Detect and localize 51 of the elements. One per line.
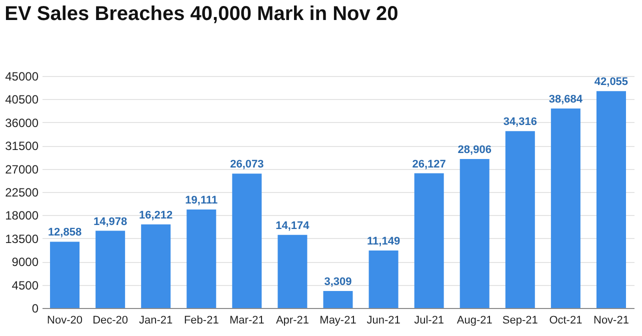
data-label: 28,906 — [458, 144, 492, 156]
x-tick-label: Nov-21 — [593, 314, 629, 326]
bar — [596, 91, 626, 308]
x-tick-label: Jan-21 — [139, 314, 173, 326]
x-tick-label: Mar-21 — [230, 314, 264, 326]
y-tick-label: 40500 — [5, 92, 39, 107]
y-tick-label: 27000 — [5, 162, 39, 176]
x-tick-label: Apr-21 — [276, 314, 309, 326]
x-tick-label: Aug-21 — [456, 314, 492, 326]
bar — [50, 242, 80, 308]
data-label: 12,858 — [48, 226, 82, 239]
x-tick-label: Nov-20 — [47, 314, 83, 326]
data-label: 16,212 — [139, 209, 173, 222]
y-tick-label: 31500 — [5, 139, 39, 154]
y-tick-label: 0 — [32, 302, 39, 316]
bar — [186, 209, 216, 308]
x-tick-label: Dec-20 — [92, 314, 128, 326]
x-tick-label: Sep-21 — [502, 314, 538, 326]
bar — [505, 131, 535, 308]
bar — [414, 173, 444, 308]
bar — [460, 158, 490, 308]
data-label: 14,174 — [276, 220, 310, 232]
x-tick-label: May-21 — [320, 314, 356, 326]
x-tick-label: Feb-21 — [184, 314, 219, 326]
bar — [141, 224, 171, 308]
y-tick-label: 22500 — [5, 186, 39, 200]
y-tick-label: 13500 — [5, 232, 39, 246]
bar — [323, 290, 353, 308]
data-label: 11,149 — [367, 236, 400, 248]
x-tick-label: Jun-21 — [366, 314, 400, 326]
chart-title: EV Sales Breaches 40,000 Mark in Nov 20 — [4, 3, 398, 25]
data-label: 19,111 — [185, 194, 218, 206]
data-label: 42,055 — [594, 76, 628, 88]
data-label: 38,684 — [548, 94, 584, 106]
bar — [232, 174, 262, 308]
bar — [368, 250, 398, 308]
data-label: 26,073 — [230, 158, 264, 171]
data-label: 14,978 — [93, 216, 128, 228]
data-label: 26,127 — [412, 158, 446, 170]
y-tick-label: 9000 — [12, 255, 39, 270]
y-tick-label: 18000 — [5, 208, 39, 223]
y-tick-label: 45000 — [5, 70, 39, 84]
data-label: 34,316 — [503, 116, 537, 128]
y-tick-label: 36000 — [5, 116, 39, 130]
bar — [550, 108, 580, 308]
y-tick-label: 4500 — [12, 278, 39, 292]
x-tick-label: Jul-21 — [414, 314, 444, 326]
data-label: 3,309 — [324, 276, 352, 288]
bar — [278, 234, 308, 308]
x-tick-label: Oct-21 — [549, 314, 582, 326]
bar — [96, 230, 126, 308]
